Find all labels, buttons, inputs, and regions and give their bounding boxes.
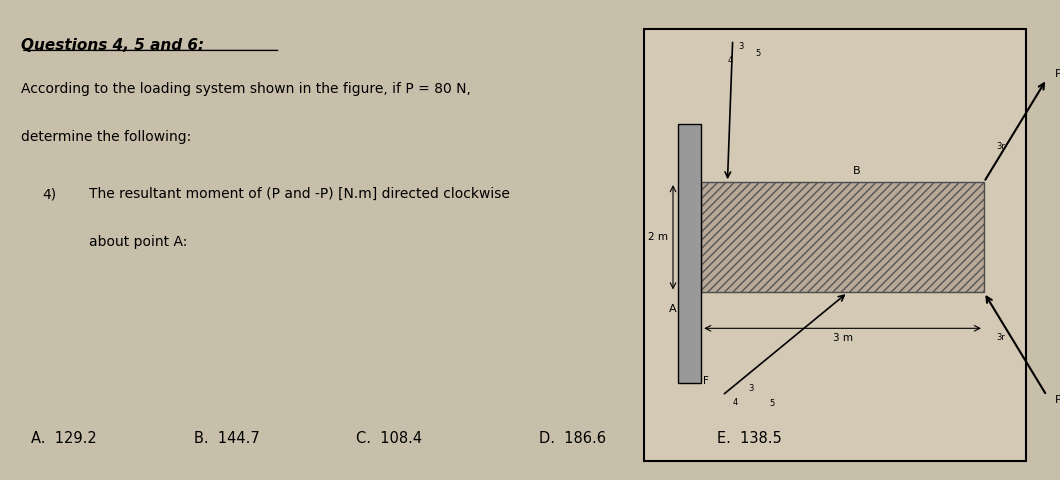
Text: 3r: 3r bbox=[996, 333, 1005, 342]
Text: 3r: 3r bbox=[996, 142, 1005, 151]
Text: 3: 3 bbox=[748, 384, 754, 393]
Bar bbox=[702, 182, 984, 292]
Text: Questions 4, 5 and 6:: Questions 4, 5 and 6: bbox=[21, 38, 205, 53]
Text: F: F bbox=[704, 376, 709, 386]
Text: P: P bbox=[1055, 396, 1060, 405]
Bar bbox=[678, 124, 702, 383]
Text: B.  144.7: B. 144.7 bbox=[194, 432, 260, 446]
Text: A.  129.2: A. 129.2 bbox=[32, 432, 98, 446]
Text: D.  186.6: D. 186.6 bbox=[540, 432, 606, 446]
Text: determine the following:: determine the following: bbox=[21, 130, 191, 144]
Text: P: P bbox=[1055, 69, 1060, 79]
Bar bbox=[643, 29, 1026, 461]
Text: about point A:: about point A: bbox=[89, 235, 188, 249]
Text: A: A bbox=[669, 304, 677, 314]
Text: According to the loading system shown in the figure, if P = 80 N,: According to the loading system shown in… bbox=[21, 82, 471, 96]
Bar bbox=[702, 182, 984, 292]
Text: 5: 5 bbox=[756, 49, 761, 58]
Text: E.  138.5: E. 138.5 bbox=[717, 432, 781, 446]
Text: The resultant moment of (P and -P) [N.m] directed clockwise: The resultant moment of (P and -P) [N.m]… bbox=[89, 187, 510, 201]
Text: 3 m: 3 m bbox=[832, 333, 852, 343]
Text: 3: 3 bbox=[738, 42, 743, 51]
Text: 4): 4) bbox=[41, 187, 56, 201]
Text: 5: 5 bbox=[770, 399, 775, 408]
Text: B: B bbox=[853, 167, 861, 176]
Text: 4: 4 bbox=[732, 398, 738, 407]
Text: 4: 4 bbox=[727, 57, 732, 65]
Text: 2 m: 2 m bbox=[648, 232, 668, 242]
Text: C.  108.4: C. 108.4 bbox=[356, 432, 422, 446]
